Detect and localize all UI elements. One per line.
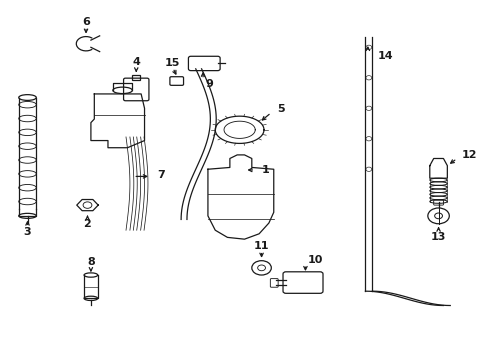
Text: 1: 1 <box>261 165 269 175</box>
Text: 6: 6 <box>82 17 90 27</box>
Text: 3: 3 <box>23 227 31 237</box>
Text: 14: 14 <box>377 51 392 61</box>
Text: 5: 5 <box>277 104 285 114</box>
Text: 13: 13 <box>430 232 446 242</box>
Text: 8: 8 <box>87 257 95 267</box>
Text: 10: 10 <box>307 255 323 265</box>
Text: 15: 15 <box>165 58 180 68</box>
Text: 4: 4 <box>132 57 140 67</box>
Text: 11: 11 <box>253 241 269 251</box>
Text: 9: 9 <box>205 79 213 89</box>
Text: 7: 7 <box>158 170 165 180</box>
Text: 2: 2 <box>83 219 91 229</box>
Text: 12: 12 <box>461 150 476 160</box>
